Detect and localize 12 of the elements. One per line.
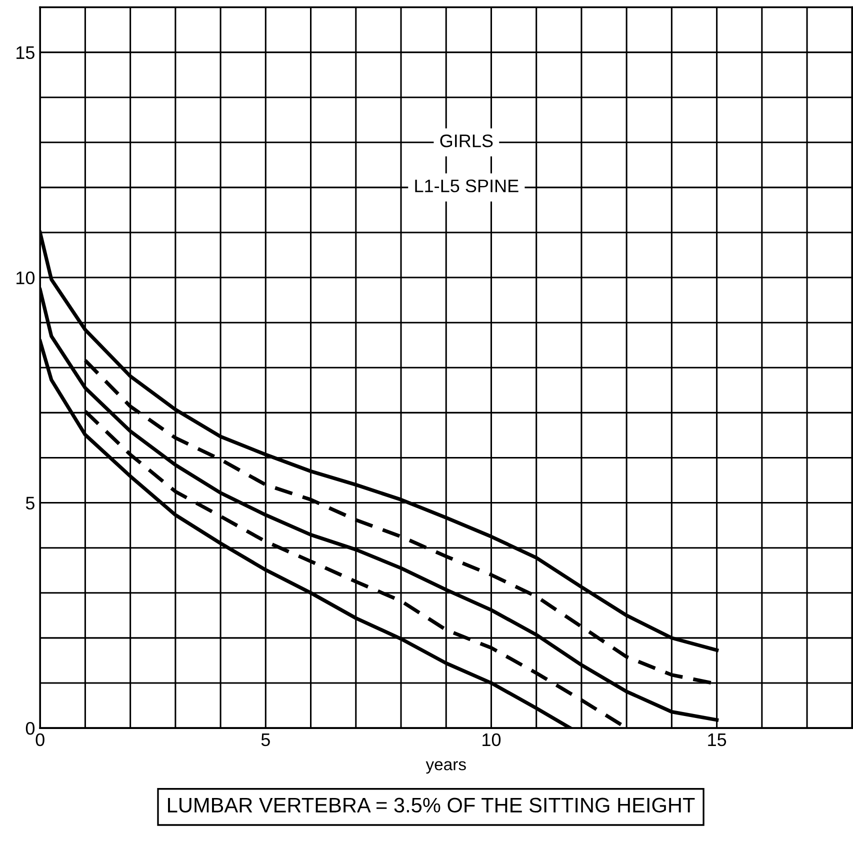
x-tick-label: 5 bbox=[261, 734, 270, 746]
x-axis-title: years bbox=[426, 761, 466, 774]
y-tick-label: 0 bbox=[26, 722, 35, 735]
text: LUMBAR VERTEBRA = 3.5% OF THE SITTING HEIGHT bbox=[168, 798, 695, 813]
x-tick-label: 0 bbox=[36, 733, 44, 746]
y-tick-label: 5 bbox=[26, 496, 34, 510]
y-tick-label: 10 bbox=[16, 271, 35, 284]
annotation: L1-L5 SPINE bbox=[415, 180, 518, 192]
x-tick-label: 15 bbox=[708, 734, 726, 746]
annotation: GIRLS bbox=[440, 134, 493, 148]
x-tick-label: 10 bbox=[482, 733, 501, 746]
y-tick-label: 15 bbox=[16, 46, 34, 60]
